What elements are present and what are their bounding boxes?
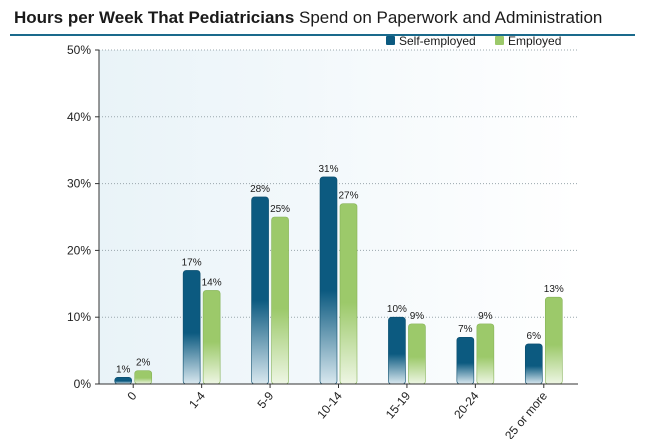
data-label: 1%: [116, 364, 131, 375]
data-label: 14%: [202, 277, 222, 288]
bar-employed: [134, 370, 153, 385]
y-tick-label: 10%: [67, 310, 91, 324]
x-tick-label: 15-19: [383, 389, 414, 422]
bar-employed: [271, 216, 289, 385]
plot-background: [99, 50, 578, 384]
bar-employed: [202, 290, 221, 385]
bar-self-employed: [182, 270, 201, 385]
x-tick-label: 0: [124, 389, 139, 403]
bar-self-employed: [114, 377, 133, 385]
x-tick-label: 5-9: [254, 389, 276, 412]
y-tick-label: 20%: [67, 243, 91, 257]
data-label: 6%: [527, 331, 542, 342]
data-label: 17%: [182, 257, 202, 268]
data-label: 27%: [338, 191, 358, 202]
chart-title: Hours per Week That Pediatricians Spend …: [14, 8, 602, 28]
data-label: 7%: [458, 324, 473, 335]
data-label: 2%: [136, 358, 151, 369]
bar-employed: [408, 323, 426, 385]
bar-employed: [476, 323, 495, 385]
x-tick-label: 1-4: [186, 389, 208, 412]
data-label: 9%: [478, 311, 493, 322]
x-tick-label: 10-14: [314, 389, 345, 422]
data-label: 25%: [270, 204, 290, 215]
legend-swatch-self-employed: [386, 36, 395, 45]
x-tick-label: 20-24: [451, 389, 482, 422]
bar-self-employed: [319, 176, 338, 385]
chart-title-rest: Spend on Paperwork and Administration: [294, 8, 603, 27]
data-label: 28%: [250, 184, 270, 195]
x-tick-label: 25 or more: [502, 389, 550, 439]
bar-self-employed: [456, 336, 475, 385]
data-label: 9%: [410, 311, 425, 322]
bar-self-employed: [524, 343, 543, 385]
chart-title-bold: Hours per Week That Pediatricians: [14, 8, 295, 27]
bar-employed: [544, 296, 563, 385]
data-label: 13%: [544, 284, 564, 295]
data-label: 31%: [318, 164, 338, 175]
legend-label: Employed: [508, 34, 561, 48]
legend-swatch-employed: [495, 36, 504, 45]
bar-self-employed: [251, 196, 269, 385]
y-tick-label: 30%: [67, 177, 91, 191]
title-divider: [10, 34, 635, 36]
y-tick-label: 0%: [74, 377, 92, 391]
y-tick-label: 50%: [67, 43, 91, 57]
y-tick-label: 40%: [67, 110, 91, 124]
data-label: 10%: [387, 304, 407, 315]
bar-employed: [339, 203, 358, 385]
bar-self-employed: [388, 316, 406, 385]
legend-label: Self-employed: [399, 34, 476, 48]
